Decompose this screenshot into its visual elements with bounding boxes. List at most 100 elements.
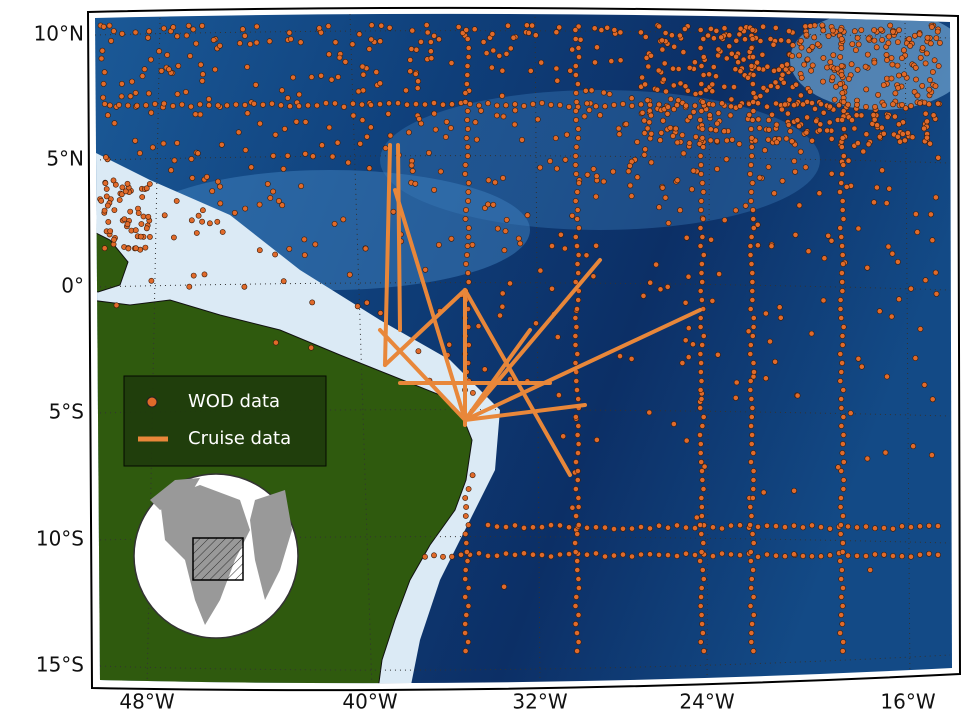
station-dot	[202, 272, 207, 277]
station-dot	[737, 103, 742, 108]
station-dot	[680, 133, 685, 138]
station-dot	[861, 149, 866, 154]
station-dot	[749, 396, 754, 401]
station-dot	[503, 103, 508, 108]
station-dot	[109, 38, 114, 43]
station-dot	[810, 44, 815, 49]
station-dot	[573, 36, 578, 41]
station-dot	[175, 34, 180, 39]
station-dot	[930, 69, 935, 74]
station-dot	[863, 524, 868, 529]
station-dot	[122, 217, 127, 222]
station-dot	[922, 126, 927, 131]
station-dot	[855, 35, 860, 40]
station-dot	[573, 333, 578, 338]
station-dot	[708, 138, 713, 143]
station-dot	[367, 46, 372, 51]
station-dot	[269, 101, 274, 106]
station-dot	[829, 136, 834, 141]
station-dot	[403, 88, 408, 93]
station-dot	[125, 222, 130, 227]
station-dot	[591, 274, 596, 279]
station-dot	[841, 324, 846, 329]
station-dot	[896, 28, 901, 33]
station-dot	[220, 229, 225, 234]
station-dot	[710, 554, 715, 559]
station-dot	[104, 194, 109, 199]
station-dot	[839, 369, 844, 374]
station-dot	[172, 158, 177, 163]
station-dot	[491, 202, 496, 207]
station-dot	[792, 488, 797, 493]
station-dot	[584, 253, 589, 258]
station-dot	[521, 525, 526, 530]
station-dot	[485, 553, 490, 558]
station-dot	[748, 378, 753, 383]
station-dot	[675, 178, 680, 183]
station-dot	[557, 25, 562, 30]
station-dot	[574, 513, 579, 518]
station-dot	[161, 141, 166, 146]
station-dot	[748, 603, 753, 608]
station-dot	[533, 33, 538, 38]
station-dot	[698, 288, 703, 293]
station-dot	[548, 159, 553, 164]
station-dot	[423, 267, 428, 272]
lat-label: 5°S	[49, 400, 84, 424]
station-dot	[846, 76, 851, 81]
station-dot	[812, 106, 817, 111]
station-dot	[329, 77, 334, 82]
station-dot	[756, 66, 761, 71]
station-dot	[838, 297, 843, 302]
station-dot	[748, 162, 753, 167]
station-dot	[839, 405, 844, 410]
station-dot	[573, 459, 578, 464]
station-dot	[464, 549, 469, 554]
lat-label: 10°N	[34, 22, 84, 46]
station-dot	[774, 122, 779, 127]
station-dot	[839, 45, 844, 50]
station-dot	[715, 352, 720, 357]
station-dot	[750, 621, 755, 626]
station-dot	[194, 230, 199, 235]
station-dot	[592, 60, 597, 65]
station-dot	[700, 279, 705, 284]
station-dot	[671, 83, 676, 88]
station-dot	[856, 356, 861, 361]
station-dot	[697, 432, 702, 437]
station-dot	[175, 140, 180, 145]
station-dot	[518, 241, 523, 246]
station-dot	[699, 171, 704, 176]
station-dot	[830, 28, 835, 33]
station-dot	[233, 102, 238, 107]
station-dot	[474, 137, 479, 142]
station-dot	[463, 216, 468, 221]
station-dot	[691, 109, 696, 114]
station-dot	[917, 552, 922, 557]
station-dot	[699, 63, 704, 68]
station-dot	[575, 189, 580, 194]
station-dot	[504, 51, 509, 56]
station-dot	[935, 523, 940, 528]
station-dot	[745, 75, 750, 80]
station-dot	[839, 234, 844, 239]
station-dot	[840, 540, 845, 545]
station-dot	[305, 103, 310, 108]
station-dot	[715, 121, 720, 126]
station-dot	[561, 434, 566, 439]
station-dot	[779, 107, 784, 112]
station-dot	[556, 393, 561, 398]
station-dot	[689, 187, 694, 192]
station-dot	[886, 244, 891, 249]
station-dot	[829, 171, 834, 176]
station-dot	[791, 523, 796, 528]
station-dot	[927, 87, 932, 92]
station-dot	[693, 134, 698, 139]
station-dot	[905, 130, 910, 135]
station-dot	[378, 39, 383, 44]
station-dot	[936, 63, 941, 68]
station-dot	[736, 60, 741, 65]
station-dot	[690, 342, 695, 347]
station-dot	[698, 162, 703, 167]
station-dot	[484, 51, 489, 56]
